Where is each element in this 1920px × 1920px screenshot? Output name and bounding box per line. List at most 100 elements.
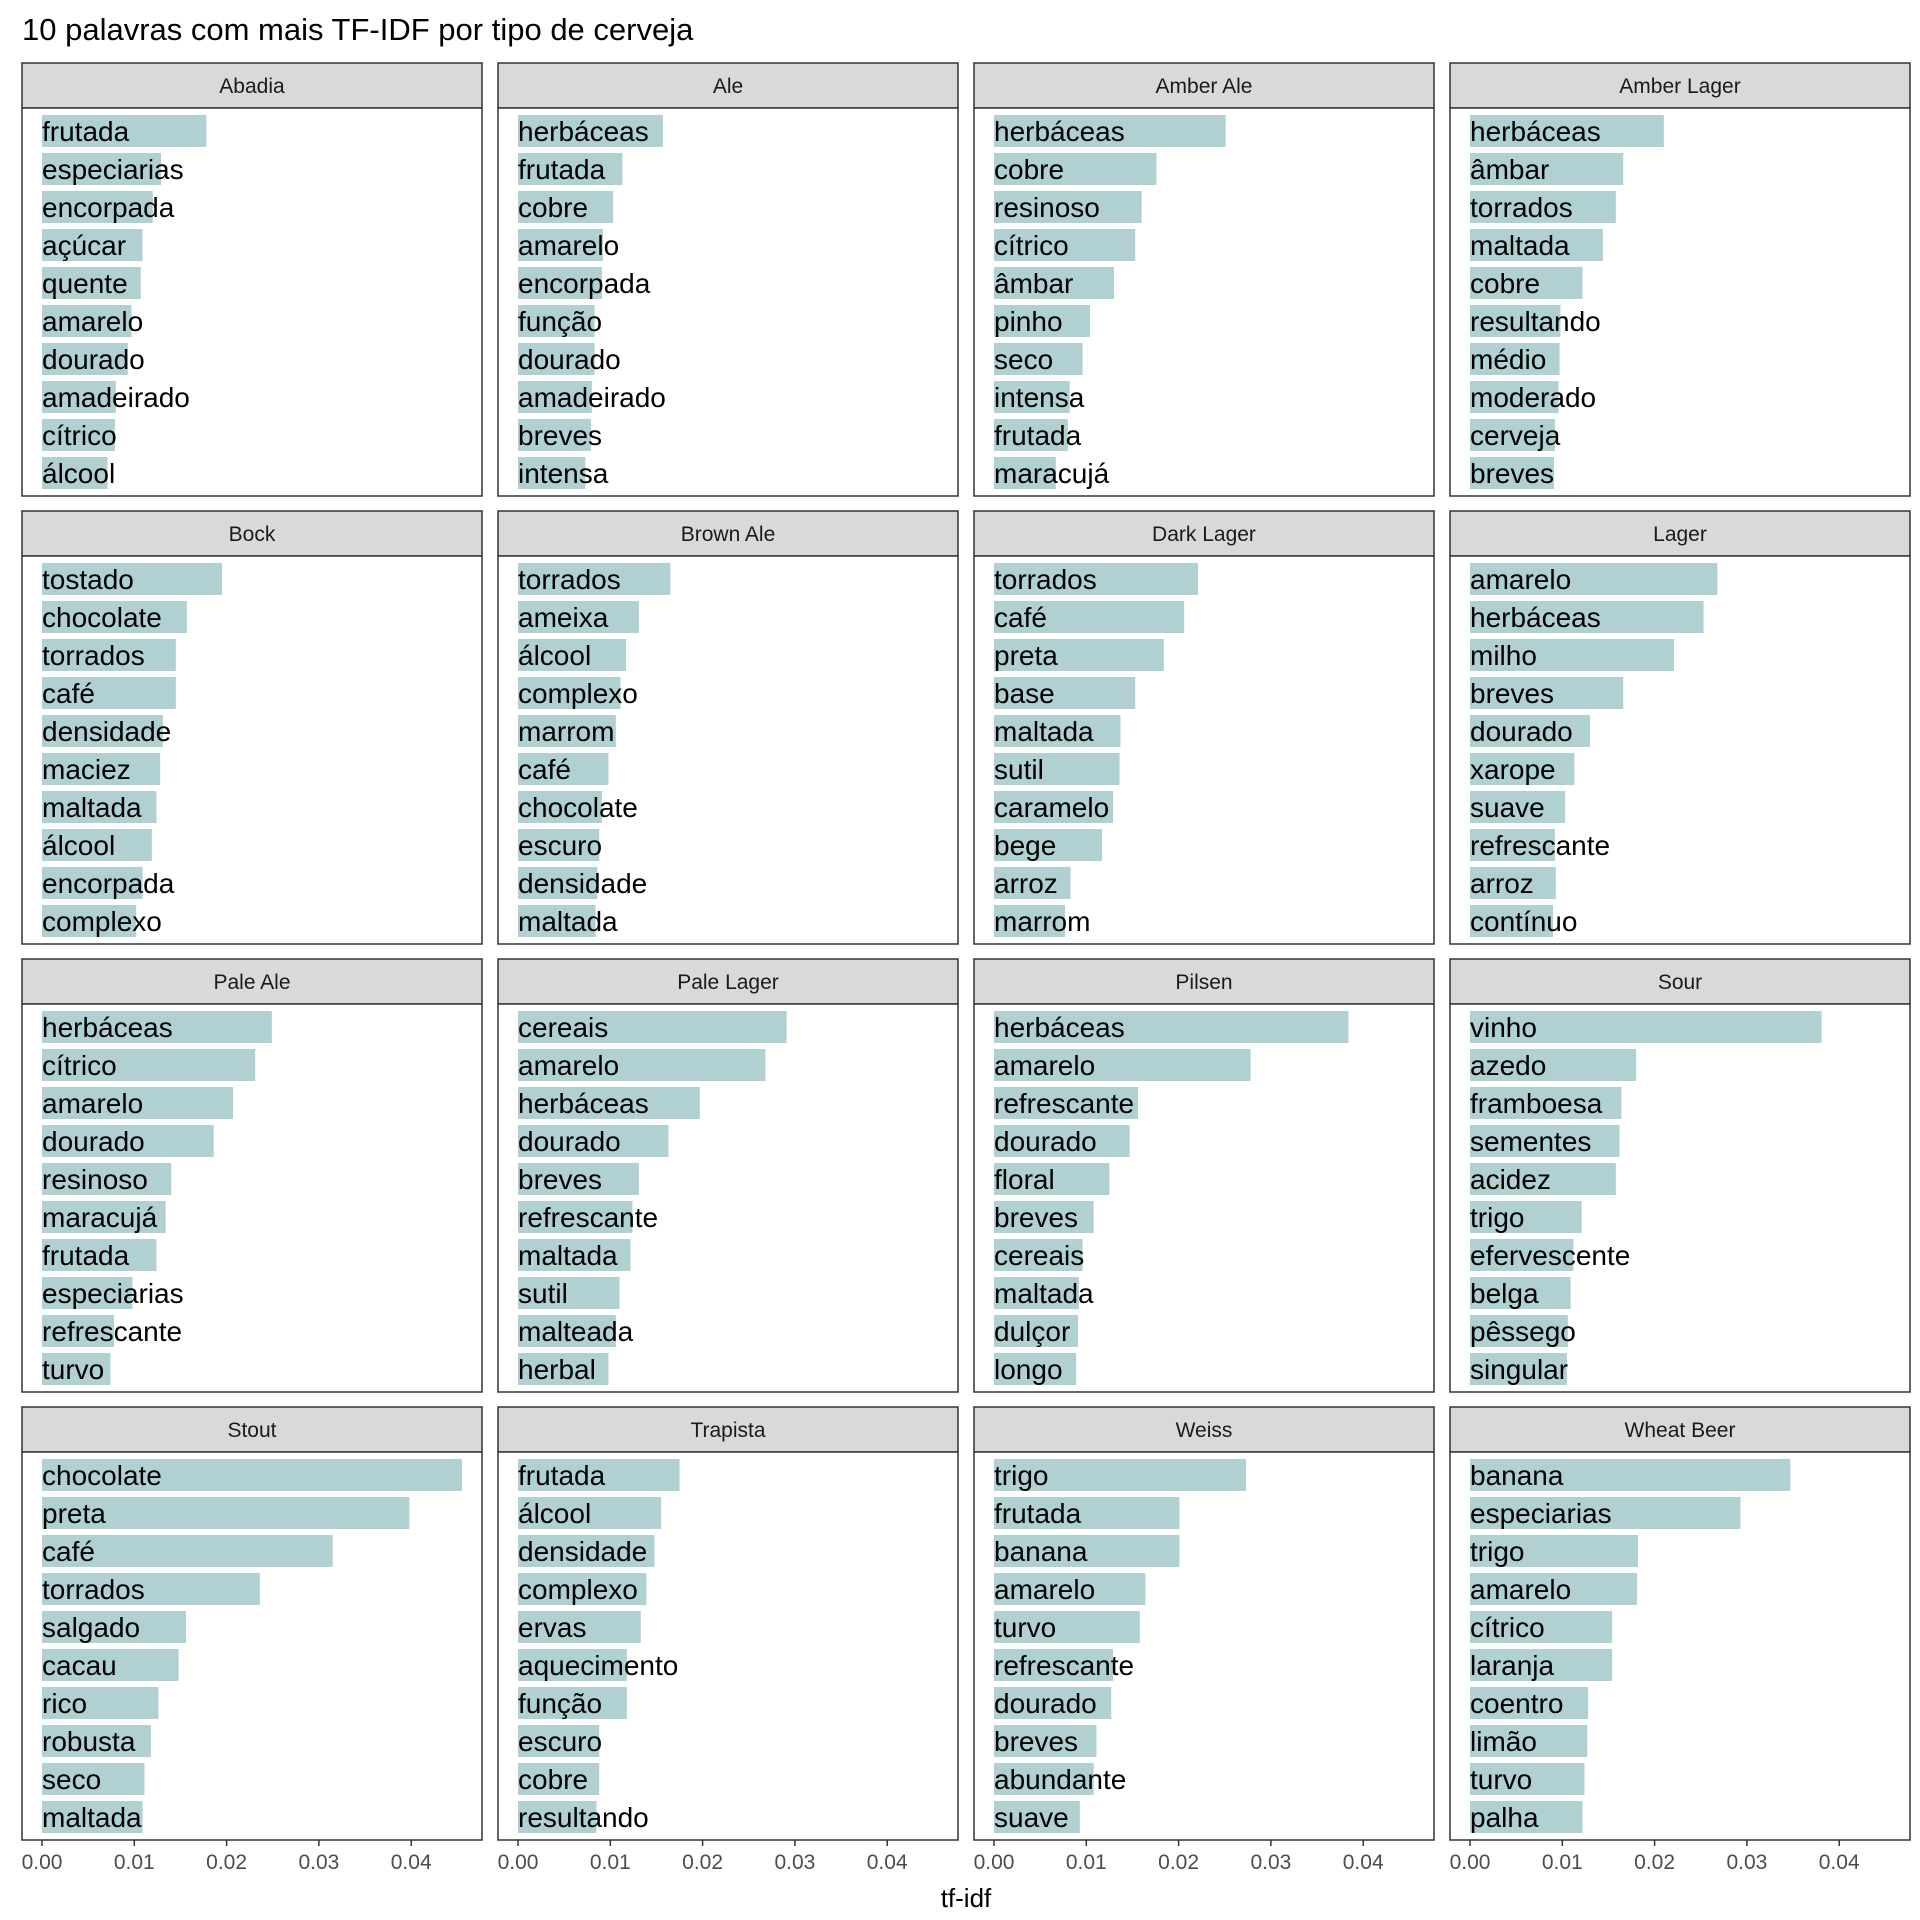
bar-label: torrados: [42, 640, 145, 671]
x-tick-label: 0.04: [391, 1851, 432, 1874]
bar-label: laranja: [1470, 1650, 1554, 1681]
bar-label: banana: [994, 1536, 1088, 1567]
bar-citrico: [1470, 1611, 1613, 1643]
bar-label: trigo: [994, 1460, 1048, 1491]
facet-strip: [1449, 1406, 1911, 1453]
bar-label: maracujá: [994, 458, 1110, 489]
x-tick-label: 0.03: [298, 1851, 339, 1874]
bar-amarelo: [994, 1573, 1146, 1605]
bar-cobre: [518, 191, 614, 223]
bar-maltada: [42, 791, 157, 823]
bar-label: suave: [1470, 792, 1545, 823]
bar-resultando: [518, 1801, 597, 1833]
bar-moderado: [1470, 381, 1559, 413]
bar-herbaceas: [518, 115, 663, 147]
bar-base: [994, 677, 1136, 709]
bar-label: cítrico: [994, 230, 1069, 261]
bar-citrico: [42, 419, 115, 451]
bar-label: álcool: [518, 640, 591, 671]
bar-label: escuro: [518, 830, 602, 861]
facet-strip-label: Ale: [713, 75, 743, 98]
bar-label: maltada: [994, 716, 1094, 747]
bar-label: densidade: [42, 716, 171, 747]
bar-preta: [42, 1497, 410, 1529]
bar-label: torrados: [42, 1574, 145, 1605]
bar-limao: [1470, 1725, 1588, 1757]
bar-trigo: [994, 1459, 1246, 1491]
bar-label: função: [518, 1688, 602, 1719]
bar-sutil: [994, 753, 1120, 785]
bar-label: herbal: [518, 1354, 596, 1385]
bar-herbaceas: [994, 115, 1226, 147]
bar-label: seco: [994, 344, 1053, 375]
bar-robusta: [42, 1725, 151, 1757]
bar-label: xarope: [1470, 754, 1556, 785]
bar-label: complexo: [518, 1574, 638, 1605]
bar-escuro: [518, 829, 600, 861]
facet-brown-ale: Brown Ale torrados ameixa álcool complexo mar…: [497, 510, 959, 945]
bar-frutada: [42, 1239, 157, 1271]
bar-label: torrados: [518, 564, 621, 595]
bar-frutada: [994, 1497, 1180, 1529]
bar-label: framboesa: [1470, 1088, 1603, 1119]
bar-label: amarelo: [994, 1050, 1095, 1081]
bar-label: café: [42, 1536, 95, 1567]
x-tick-label: 0.03: [774, 1851, 815, 1874]
bar-label: breves: [994, 1726, 1078, 1757]
bar-refrescante: [42, 1315, 114, 1347]
bar-ervas: [518, 1611, 641, 1643]
bar-breves: [518, 419, 591, 451]
bar-framboesa: [1470, 1087, 1622, 1119]
bar-label: chocolate: [42, 602, 162, 633]
bar-herbaceas: [994, 1011, 1349, 1043]
bar-frutada: [518, 1459, 680, 1491]
bar-salgado: [42, 1611, 186, 1643]
bar-seco: [42, 1763, 145, 1795]
bar-amarelo: [1470, 1573, 1638, 1605]
bar-dourado: [518, 343, 595, 375]
bar-label: álcool: [518, 1498, 591, 1529]
bar-label: ameixa: [518, 602, 609, 633]
bar-label: base: [994, 678, 1055, 709]
x-tick-label: 0.00: [22, 1851, 63, 1874]
bar-label: amarelo: [518, 230, 619, 261]
bar-maracuja: [42, 1201, 166, 1233]
facet-pale-ale: Pale Ale herbáceas cítrico amarelo dourado re…: [21, 958, 483, 1393]
x-tick-label: 0.02: [1634, 1851, 1675, 1874]
bar-label: escuro: [518, 1726, 602, 1757]
bar-label: ervas: [518, 1612, 586, 1643]
bar-intensa: [518, 457, 586, 489]
bar-label: dourado: [42, 344, 145, 375]
bar-complexo: [518, 1573, 647, 1605]
bar-quente: [42, 267, 141, 299]
bar-label: moderado: [1470, 382, 1596, 413]
facet-strip-label: Amber Ale: [1156, 75, 1253, 98]
bar-funcao: [518, 1687, 627, 1719]
bar-label: arroz: [994, 868, 1058, 899]
bar-herbaceas: [518, 1087, 700, 1119]
x-tick-label: 0.02: [1158, 1851, 1199, 1874]
bar-coentro: [1470, 1687, 1589, 1719]
bar-complexo: [42, 905, 137, 937]
bar-label: vinho: [1470, 1012, 1537, 1043]
bar-label: turvo: [1470, 1764, 1532, 1795]
bar-label: frutada: [518, 1460, 606, 1491]
bar-amarelo: [42, 1087, 234, 1119]
bar-citrico: [994, 229, 1136, 261]
bar-label: floral: [994, 1164, 1055, 1195]
bar-laranja: [1470, 1649, 1613, 1681]
facet-strip: [1449, 958, 1911, 1005]
bar-label: médio: [1470, 344, 1546, 375]
bar-trigo: [1470, 1535, 1638, 1567]
x-tick-label: 0.01: [114, 1851, 155, 1874]
bar-torrados: [518, 563, 671, 595]
bar-label: belga: [1470, 1278, 1539, 1309]
bar-label: resultando: [518, 1802, 649, 1833]
bar-label: herbáceas: [42, 1012, 173, 1043]
bar-label: palha: [1470, 1802, 1539, 1833]
bar-label: maciez: [42, 754, 131, 785]
bar-label: milho: [1470, 640, 1537, 671]
bar-label: dulçor: [994, 1316, 1070, 1347]
facet-strip: [973, 958, 1435, 1005]
bar-label: maltada: [518, 1240, 618, 1271]
